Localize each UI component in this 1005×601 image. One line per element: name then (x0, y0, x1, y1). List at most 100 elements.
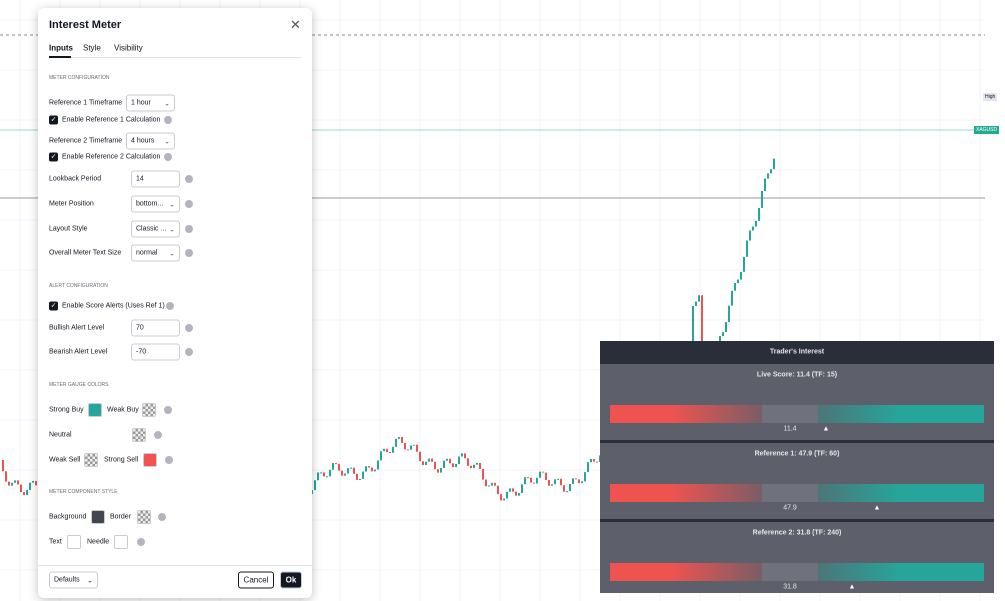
candle (320, 472, 322, 474)
info-icon (185, 200, 193, 208)
candle (356, 473, 358, 481)
info-icon (185, 175, 193, 183)
defaults-dropdown[interactable]: Defaults ⌄ (49, 571, 98, 589)
color-swatch[interactable] (88, 403, 102, 417)
footer-divider (38, 565, 312, 566)
candle (470, 465, 472, 469)
candle (14, 480, 16, 483)
candle (431, 458, 433, 462)
color-swatch[interactable] (114, 535, 128, 549)
candle (443, 460, 445, 468)
chevron: ⌄ (169, 250, 175, 257)
bar-bull (818, 484, 984, 502)
bar-neutral (762, 563, 818, 581)
color-swatch[interactable] (132, 428, 146, 442)
candle (11, 482, 13, 486)
candle (554, 479, 556, 485)
candle (368, 466, 370, 468)
candle (461, 453, 463, 457)
dropdown[interactable]: 4 hours ⌄ (126, 132, 175, 150)
meter-label: Reference 2: 31.8 (TF: 240) (752, 529, 842, 537)
candle (725, 322, 727, 333)
field-label: Weak Sell (49, 456, 81, 464)
dropdown[interactable]: normal ⌄ (131, 244, 180, 262)
candle (338, 463, 340, 471)
candle (398, 437, 400, 439)
candle (467, 458, 469, 466)
tab[interactable]: Style (83, 43, 101, 53)
candle (377, 460, 379, 470)
candle (743, 256, 745, 272)
candle (452, 463, 454, 468)
candle (476, 462, 478, 465)
info-icon (166, 302, 174, 310)
color-swatch[interactable] (67, 535, 81, 549)
dialog-title: Interest Meter (49, 19, 122, 31)
candle (404, 442, 406, 450)
dropdown[interactable]: Classic ... ⌄ (131, 220, 180, 238)
settings-dialog: Interest Meter ✕ Inputs Style Visibility METE… (38, 8, 312, 598)
candle (401, 437, 403, 443)
candle (473, 464, 475, 469)
candle (434, 461, 436, 470)
candle (8, 481, 10, 486)
candle (32, 480, 34, 483)
candle (464, 453, 466, 459)
candle (521, 484, 523, 494)
info-icon (164, 153, 172, 161)
candle (416, 444, 418, 452)
candle (728, 305, 730, 323)
close-button[interactable]: ✕ (290, 17, 301, 32)
candle (524, 477, 526, 485)
candle (494, 482, 496, 486)
candle (557, 478, 559, 480)
candle (719, 336, 721, 342)
color-swatch[interactable] (91, 510, 105, 524)
checkbox[interactable]: ✓ (49, 152, 58, 162)
text-input[interactable]: -70 (131, 343, 180, 361)
text-input[interactable]: 14 (131, 170, 180, 188)
ok-button[interactable]: Ok (280, 571, 302, 589)
candle (314, 480, 316, 491)
candle (593, 459, 595, 462)
color-swatch[interactable] (142, 403, 156, 417)
color-swatch[interactable] (84, 453, 98, 467)
dropdown[interactable]: 1 hour ⌄ (126, 94, 175, 112)
tab[interactable]: Visibility (114, 43, 143, 53)
candle (425, 461, 427, 466)
info-icon (165, 456, 173, 464)
tab[interactable]: Inputs (49, 43, 73, 53)
candle (482, 468, 484, 480)
candle (335, 463, 337, 465)
cancel-button[interactable]: Cancel (238, 571, 274, 589)
field-label: Strong Sell (104, 456, 139, 464)
candle (695, 301, 697, 306)
candle (545, 472, 547, 480)
color-swatch[interactable] (137, 510, 151, 524)
section-heading: METER CONFIGURATION (49, 75, 110, 81)
symbol-tag: XAGUSD (974, 126, 1000, 134)
candle (749, 230, 751, 241)
candle (2, 460, 4, 472)
text-input[interactable]: 70 (131, 319, 180, 337)
candle (698, 295, 700, 302)
candle (740, 271, 742, 280)
candle (575, 478, 577, 480)
candle (752, 226, 754, 231)
field-label: Overall Meter Text Size (49, 249, 122, 257)
candle (455, 463, 457, 468)
checkbox[interactable]: ✓ (49, 115, 58, 125)
section-heading: METER GAUGE COLORS (49, 382, 109, 388)
info-icon (164, 116, 172, 124)
tab-divider (49, 57, 301, 58)
dropdown[interactable]: bottom... ⌄ (131, 195, 180, 213)
bar-bear (610, 484, 762, 502)
field-label: Weak Buy (107, 406, 139, 414)
candle (428, 458, 430, 462)
candle (503, 498, 505, 501)
candle (572, 478, 574, 484)
color-swatch[interactable] (143, 453, 157, 467)
candle (527, 477, 529, 479)
candle (407, 449, 409, 451)
checkbox[interactable]: ✓ (49, 301, 58, 311)
